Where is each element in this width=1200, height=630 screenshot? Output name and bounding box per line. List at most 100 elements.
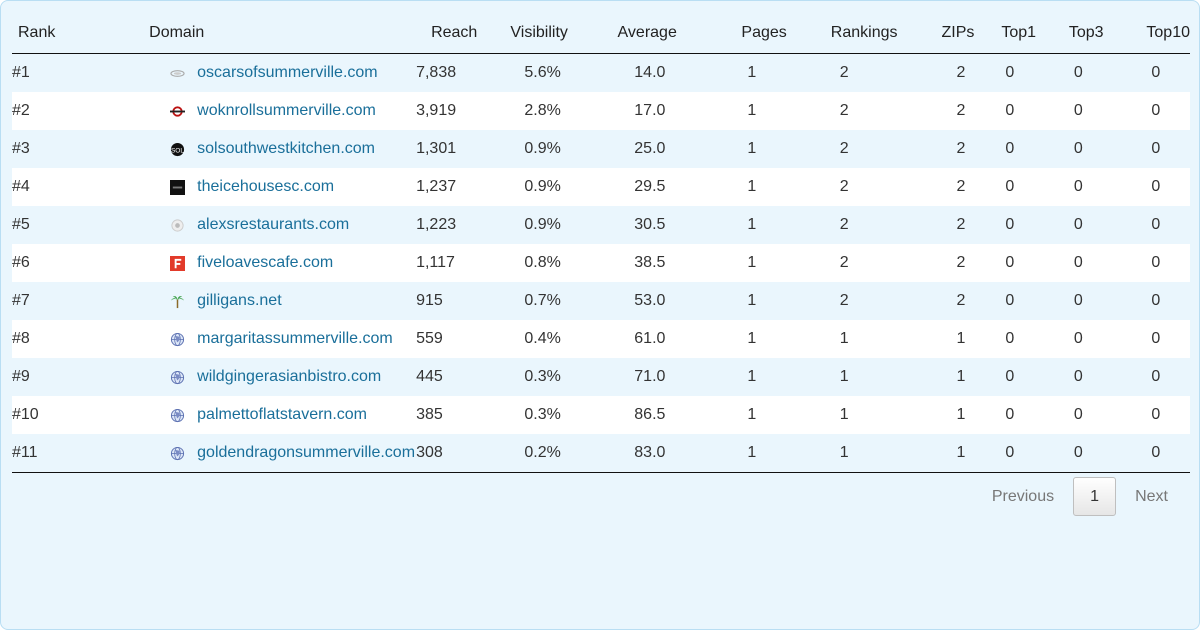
table-row: #7 gilligans.net 915 0.7% 53.0 1 2 2 0 0 0 — [12, 282, 1190, 320]
globe-icon — [170, 370, 185, 385]
previous-page-button[interactable]: Previous — [991, 487, 1055, 505]
table-row: #9 wildgingerasianbistro.com 445 0.3% 71.0 1 1… — [12, 358, 1190, 396]
cell-average: 86.5 — [604, 396, 700, 434]
cell-zips: 1 — [897, 434, 975, 473]
cell-visibility: 0.9% — [510, 168, 605, 206]
cell-pages: 1 — [699, 53, 787, 92]
cell-visibility: 0.3% — [510, 396, 605, 434]
header-reach[interactable]: Reach — [416, 13, 511, 54]
cell-top3: 0 — [1045, 92, 1114, 130]
cell-zips: 2 — [897, 206, 975, 244]
cell-rankings: 2 — [786, 53, 898, 92]
pagination: Previous 1 Next — [992, 477, 1168, 516]
cell-average: 30.5 — [604, 206, 700, 244]
table-row: #3 SOL solsouthwestkitchen.com 1,301 0.9% 25.… — [12, 130, 1190, 168]
cell-top1: 0 — [974, 434, 1046, 473]
cell-rankings: 1 — [786, 434, 898, 473]
cell-visibility: 0.7% — [510, 282, 605, 320]
domain-link[interactable]: wildgingerasianbistro.com — [197, 368, 382, 385]
table-row: #11 goldendragonsummerville.com 308 0.2% 83.… — [12, 434, 1190, 473]
cell-top10: 0 — [1113, 206, 1190, 244]
cell-visibility: 0.9% — [510, 130, 605, 168]
cell-rank: #6 — [12, 244, 93, 282]
cell-domain: palmettoflatstavern.com — [92, 396, 417, 434]
domain-link[interactable]: woknrollsummerville.com — [197, 102, 376, 119]
header-rankings[interactable]: Rankings — [786, 13, 898, 54]
cell-top10: 0 — [1113, 130, 1190, 168]
cell-rank: #2 — [12, 92, 93, 130]
cell-zips: 2 — [897, 282, 975, 320]
cell-pages: 1 — [699, 130, 787, 168]
cell-average: 17.0 — [604, 92, 700, 130]
cell-top10: 0 — [1113, 92, 1190, 130]
cell-pages: 1 — [699, 206, 787, 244]
domain-link[interactable]: goldendragonsummerville.com — [197, 444, 416, 461]
cell-top10: 0 — [1113, 244, 1190, 282]
table-row: #2 woknrollsummerville.com 3,919 2.8% 17.0 1 2… — [12, 92, 1190, 130]
cell-average: 38.5 — [604, 244, 700, 282]
cell-average: 14.0 — [604, 53, 700, 92]
cell-average: 71.0 — [604, 358, 700, 396]
header-zips[interactable]: ZIPs — [897, 13, 975, 54]
header-top1[interactable]: Top1 — [974, 13, 1046, 54]
cell-top1: 0 — [974, 358, 1046, 396]
header-visibility[interactable]: Visibility — [510, 13, 605, 54]
cell-average: 25.0 — [604, 130, 700, 168]
domain-link[interactable]: theicehousesc.com — [197, 178, 335, 195]
cell-average: 61.0 — [604, 320, 700, 358]
fiveloaves-favicon-icon — [170, 255, 186, 271]
table-row: #8 margaritassummerville.com 559 0.4% 61.0 1 1… — [12, 320, 1190, 358]
header-top3[interactable]: Top3 — [1045, 13, 1114, 54]
cell-pages: 1 — [699, 168, 787, 206]
cell-top10: 0 — [1113, 53, 1190, 92]
cell-top3: 0 — [1045, 396, 1114, 434]
header-rank[interactable]: Rank — [12, 13, 93, 54]
header-pages[interactable]: Pages — [699, 13, 787, 54]
domain-link[interactable]: oscarsofsummerville.com — [197, 64, 378, 81]
cell-domain: theicehousesc.com — [92, 168, 417, 206]
globe-icon — [170, 332, 185, 347]
domain-link[interactable]: solsouthwestkitchen.com — [197, 140, 375, 157]
cell-top1: 0 — [974, 92, 1046, 130]
cell-top3: 0 — [1045, 206, 1114, 244]
next-page-button[interactable]: Next — [1135, 487, 1168, 505]
domain-link[interactable]: alexsrestaurants.com — [197, 216, 350, 233]
cell-pages: 1 — [699, 244, 787, 282]
icehouse-favicon-icon — [170, 179, 186, 195]
cell-top1: 0 — [974, 396, 1046, 434]
header-top10[interactable]: Top10 — [1113, 13, 1190, 54]
cell-zips: 1 — [897, 396, 975, 434]
current-page-button[interactable]: 1 — [1073, 477, 1117, 516]
cell-reach: 1,237 — [416, 168, 511, 206]
domain-link[interactable]: palmettoflatstavern.com — [197, 406, 367, 423]
cell-top10: 0 — [1113, 320, 1190, 358]
cell-rank: #7 — [12, 282, 93, 320]
cell-average: 53.0 — [604, 282, 700, 320]
cell-domain: gilligans.net — [92, 282, 417, 320]
cell-zips: 2 — [897, 168, 975, 206]
cell-rankings: 1 — [786, 320, 898, 358]
cell-domain: SOL solsouthwestkitchen.com — [92, 130, 417, 168]
cell-top1: 0 — [974, 282, 1046, 320]
cell-rankings: 2 — [786, 206, 898, 244]
domain-link[interactable]: margaritassummerville.com — [197, 330, 393, 347]
cell-pages: 1 — [699, 92, 787, 130]
cell-rank: #8 — [12, 320, 93, 358]
cell-top3: 0 — [1045, 434, 1114, 473]
cell-zips: 2 — [897, 92, 975, 130]
cell-top3: 0 — [1045, 130, 1114, 168]
domain-link[interactable]: gilligans.net — [197, 292, 282, 309]
header-average[interactable]: Average — [604, 13, 700, 54]
cell-domain: alexsrestaurants.com — [92, 206, 417, 244]
cell-rank: #3 — [12, 130, 93, 168]
domain-link[interactable]: fiveloavescafe.com — [197, 254, 334, 271]
cell-pages: 1 — [699, 282, 787, 320]
cell-top1: 0 — [974, 130, 1046, 168]
cell-visibility: 0.4% — [510, 320, 605, 358]
header-domain[interactable]: Domain — [92, 13, 417, 54]
cell-domain: oscarsofsummerville.com — [92, 53, 417, 92]
cell-top1: 0 — [974, 168, 1046, 206]
cell-visibility: 0.8% — [510, 244, 605, 282]
cell-pages: 1 — [699, 320, 787, 358]
